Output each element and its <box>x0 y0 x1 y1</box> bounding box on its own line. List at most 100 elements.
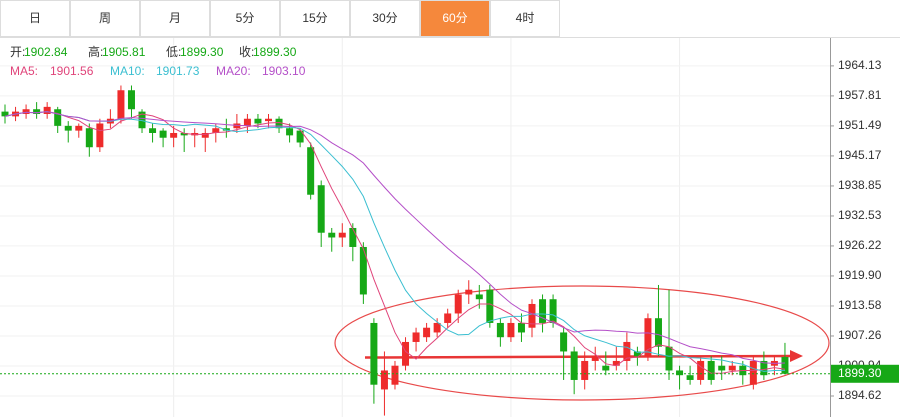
candle-body <box>254 118 262 124</box>
candle-body <box>349 227 357 247</box>
candle <box>106 109 114 129</box>
candle <box>307 142 315 200</box>
candle-body <box>412 332 420 342</box>
highlight-ellipse <box>334 285 830 401</box>
candle <box>676 365 684 390</box>
candle-body <box>33 109 41 114</box>
candle-body <box>75 125 83 131</box>
candle-body <box>265 118 272 122</box>
candle-body <box>402 341 410 366</box>
tab-label[interactable]: 周 <box>99 11 111 25</box>
candle-body <box>43 106 51 114</box>
candle-body <box>665 346 673 371</box>
candle-body <box>654 318 662 347</box>
tab-label[interactable]: 30分 <box>372 11 397 25</box>
candle <box>423 322 431 342</box>
tab[interactable] <box>140 0 210 37</box>
candle <box>728 360 736 376</box>
last-price-box <box>831 364 899 383</box>
candle <box>391 360 399 390</box>
tab-label[interactable]: 4时 <box>516 11 535 25</box>
candle-body <box>54 109 62 126</box>
candle <box>180 128 188 152</box>
candle-body <box>517 322 525 333</box>
candle <box>275 116 283 133</box>
candle-body <box>749 360 757 385</box>
info-label: 低: <box>166 45 181 59</box>
candle <box>64 121 72 143</box>
candle-body <box>180 132 188 136</box>
tab-label[interactable]: 60分 <box>442 11 467 25</box>
candle-body <box>338 232 346 238</box>
candle <box>633 346 641 366</box>
candle-body <box>212 128 220 133</box>
tab-label[interactable]: 15分 <box>302 11 327 25</box>
candle-body <box>475 294 483 300</box>
candle <box>370 318 378 404</box>
candle <box>85 123 93 157</box>
candle-body <box>697 360 705 380</box>
grid <box>0 38 830 417</box>
candle <box>96 118 104 152</box>
tab-label[interactable]: 月 <box>169 11 181 25</box>
candle-body <box>22 109 30 114</box>
tab-label[interactable]: 日 <box>29 11 41 25</box>
candle-body <box>317 185 325 233</box>
candle-body <box>781 356 789 374</box>
info-label: 收: <box>239 45 254 59</box>
tab-label[interactable]: 5分 <box>236 11 255 25</box>
candle-body <box>454 294 462 314</box>
candle-body <box>728 365 736 371</box>
tab[interactable] <box>490 0 560 37</box>
candle <box>338 223 346 247</box>
y-tick-label: 1957.81 <box>838 88 882 102</box>
trend-arrow <box>364 350 803 362</box>
candle-body <box>307 147 315 195</box>
candle <box>507 318 515 342</box>
candle <box>581 351 589 390</box>
candle <box>612 346 620 371</box>
candle <box>760 351 768 380</box>
info-bg <box>8 45 86 61</box>
y-tick-label: 1964.13 <box>838 58 882 72</box>
candle <box>328 227 336 252</box>
candle <box>444 308 452 328</box>
info-value: 1899.30 <box>180 45 224 59</box>
candle <box>496 318 504 347</box>
candle-body <box>528 303 536 328</box>
candle-body <box>85 128 93 148</box>
tab[interactable] <box>210 0 280 37</box>
candle <box>770 356 778 376</box>
tab[interactable] <box>280 0 350 37</box>
candle-body <box>623 341 631 361</box>
candle-body <box>465 289 473 295</box>
candle <box>412 327 420 352</box>
candle <box>191 128 199 148</box>
tab[interactable] <box>0 0 70 37</box>
candle-body <box>549 299 557 323</box>
tab[interactable] <box>70 0 140 37</box>
y-tick-label: 1932.53 <box>838 208 882 222</box>
candle-body <box>539 299 547 323</box>
candle <box>33 102 41 119</box>
ma-line <box>4 111 786 374</box>
candle <box>254 113 262 129</box>
tab[interactable] <box>420 0 490 37</box>
candle-body <box>149 128 157 133</box>
ma-line <box>4 111 785 372</box>
candle <box>1 104 9 124</box>
candle <box>201 128 209 152</box>
candle <box>296 128 304 148</box>
candle-body <box>370 322 378 385</box>
candle <box>222 118 230 138</box>
candle-body <box>159 130 167 138</box>
candle <box>644 313 652 361</box>
candle <box>75 123 83 138</box>
info-bg <box>86 45 164 61</box>
tab[interactable] <box>350 0 420 37</box>
candle <box>22 104 30 119</box>
candle-body <box>423 327 431 338</box>
candle-body <box>96 123 104 148</box>
candle-body <box>444 313 452 323</box>
